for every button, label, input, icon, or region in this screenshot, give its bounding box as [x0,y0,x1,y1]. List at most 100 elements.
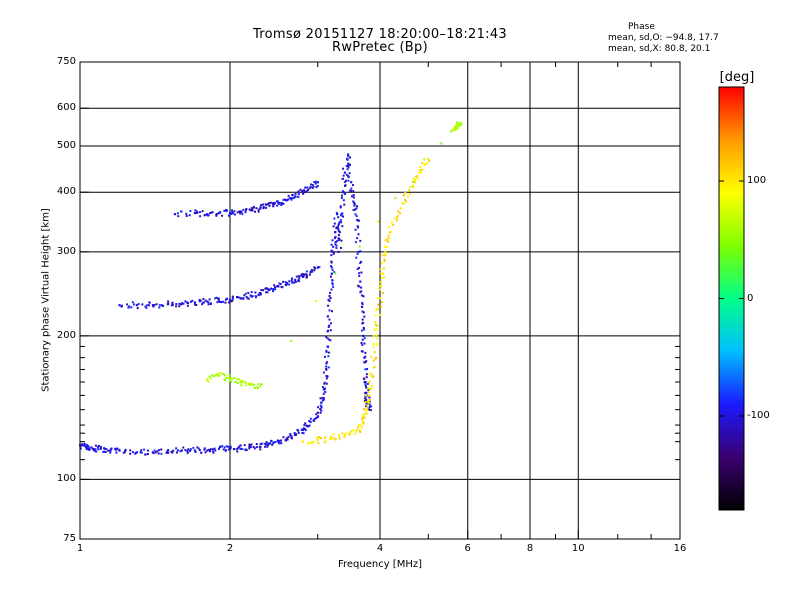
data-point [285,437,288,440]
data-point [428,159,431,162]
data-point [352,194,355,197]
data-point [279,282,282,285]
y-tick-label: 500 [56,139,76,151]
data-point [229,298,232,301]
data-point [356,205,359,208]
data-point [356,237,359,240]
data-point [189,448,192,451]
data-point [210,211,213,214]
data-point [255,207,258,210]
data-point [373,328,376,331]
data-point [242,380,245,383]
data-point [259,293,262,296]
data-point [419,165,422,168]
data-point [364,401,367,404]
data-point [195,211,198,214]
data-point [455,125,458,128]
data-point [358,266,361,269]
data-point [208,375,211,378]
data-point [167,451,170,454]
data-point [225,445,228,448]
data-point [289,197,292,200]
data-point [423,158,426,161]
data-point [188,214,191,217]
data-point [269,442,272,445]
data-point [325,377,328,380]
data-point [276,200,279,203]
data-point [167,302,170,305]
data-point [357,219,360,222]
data-point [282,280,285,283]
data-point [363,337,366,340]
data-point [354,429,357,432]
data-point [360,271,363,274]
data-point [196,211,199,214]
data-point [315,413,318,416]
data-point [378,285,381,288]
data-point [376,297,379,300]
data-point [154,451,157,454]
data-point [290,277,293,280]
data-point [124,450,127,453]
data-point [362,295,365,298]
data-point [229,379,232,382]
data-point [91,447,94,450]
data-point [360,260,363,263]
data-point [85,443,88,446]
data-point [352,190,355,193]
data-point [337,229,340,232]
data-point [453,127,456,130]
data-point [297,191,300,194]
data-point [328,338,331,341]
data-point [419,168,422,171]
data-point [114,447,117,450]
data-point [132,303,135,306]
data-point [348,156,351,159]
data-point [260,442,263,445]
data-point [241,448,244,451]
data-point [303,427,306,430]
data-point [221,214,224,217]
data-point [390,221,393,224]
data-point [356,253,359,256]
data-point [337,234,340,237]
data-point [118,449,121,452]
data-point [313,418,316,421]
data-point [368,372,371,375]
data-point [357,226,360,229]
data-point [383,267,386,270]
data-point [178,302,181,305]
data-point [358,285,361,288]
data-point [396,214,399,217]
data-point [421,168,424,171]
data-point [384,254,387,257]
data-point [309,271,312,274]
data-point [301,440,304,443]
data-point [365,391,368,394]
data-point [366,382,369,385]
x-tick-label: 10 [571,543,585,554]
data-point [288,197,291,200]
data-point [280,439,283,442]
data-point [290,279,293,282]
data-point [239,212,242,215]
data-point [201,303,204,306]
data-point [193,449,197,452]
data-point [140,451,143,454]
data-point [347,166,350,169]
data-point [367,387,370,390]
data-point [195,210,198,213]
data-point [194,450,197,453]
data-point [330,261,333,264]
data-point [231,295,234,298]
data-point [262,289,265,292]
data-point [325,350,328,353]
data-point [325,365,328,368]
data-point [245,295,248,298]
data-point [363,361,366,364]
data-point [228,214,231,217]
data-point [342,199,345,202]
data-point [294,433,297,436]
data-point [244,382,247,385]
